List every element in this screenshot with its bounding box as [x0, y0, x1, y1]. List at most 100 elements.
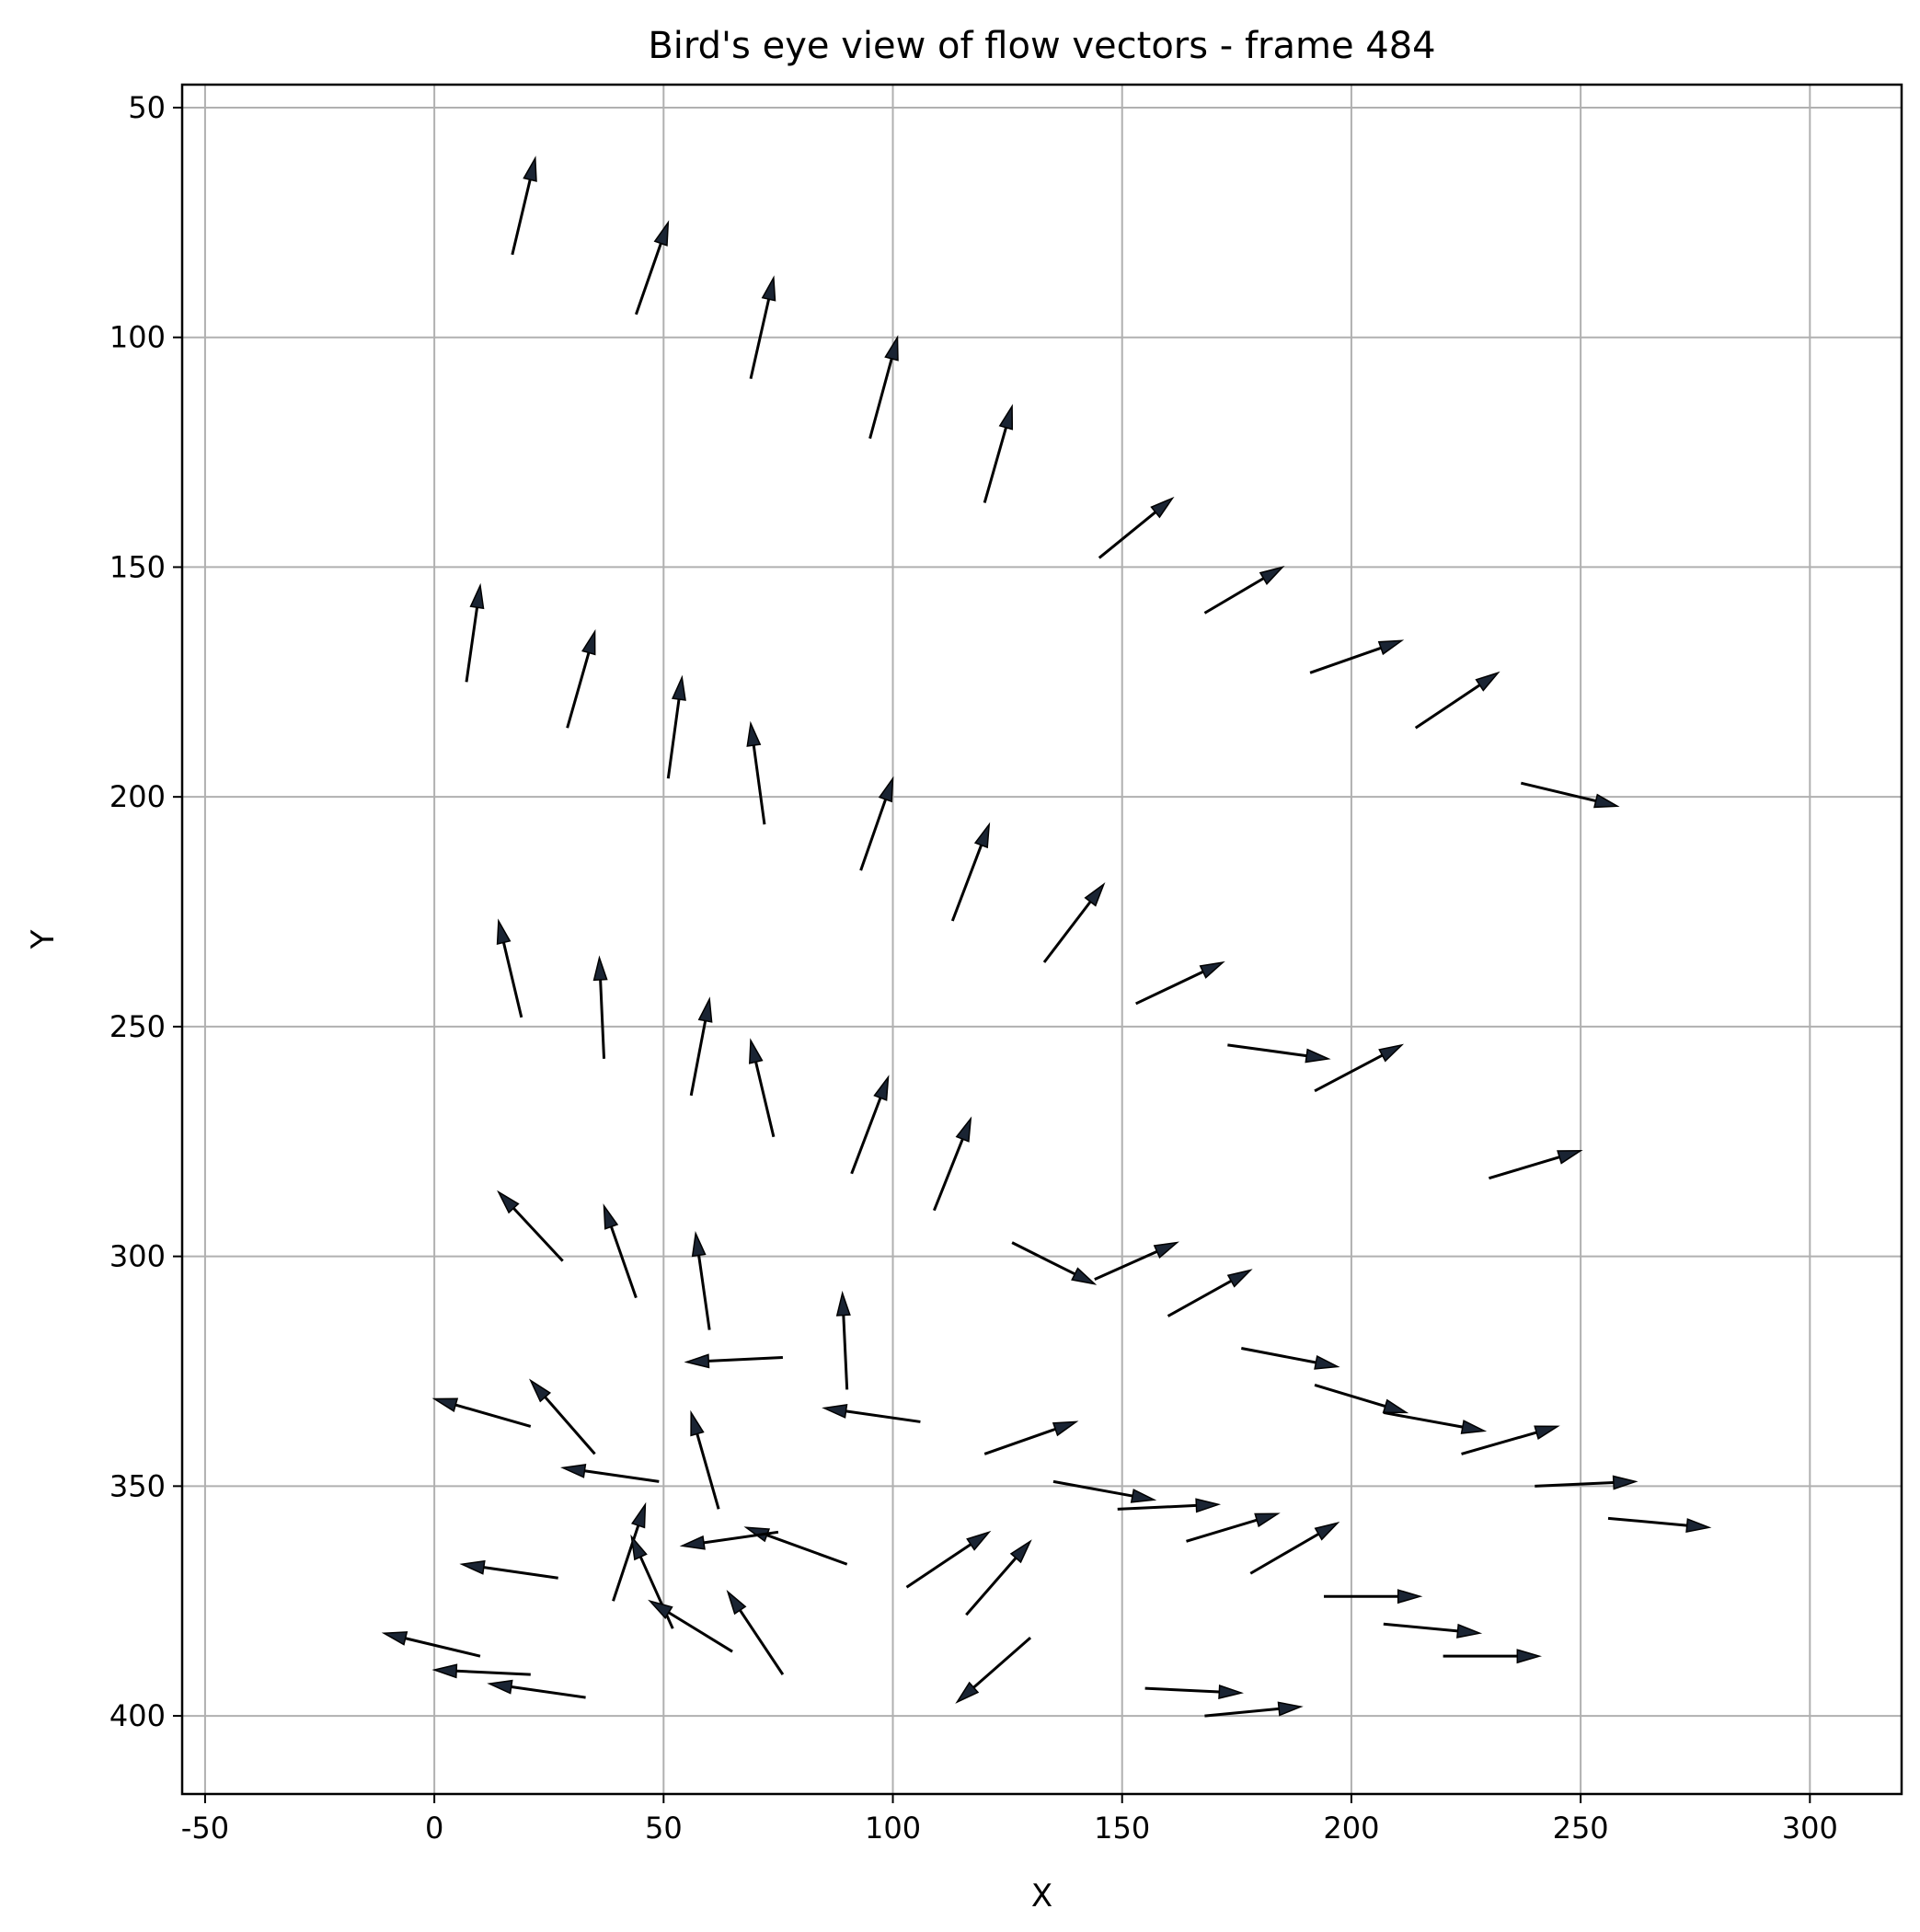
flow-vector-shaft [456, 1669, 531, 1676]
flow-vector-arrow [905, 1530, 992, 1589]
flow-vector-shaft [754, 1061, 776, 1138]
flow-vector-head [1084, 881, 1106, 907]
flow-vector-arrow [465, 582, 485, 683]
flow-vector-shaft [1607, 1516, 1687, 1527]
flow-vector-shaft [511, 178, 532, 256]
flow-vector-head [1456, 1623, 1483, 1639]
flow-vector-arrow [1383, 1410, 1488, 1434]
flow-vector-head [691, 1231, 707, 1258]
flow-vector-shaft [465, 606, 479, 683]
flow-vector-head [672, 674, 686, 701]
flow-vector-shaft [1535, 1480, 1615, 1488]
flow-vector-head [1397, 1589, 1423, 1604]
flow-vector-arrow [560, 1464, 660, 1483]
flow-vector-arrow [1052, 1479, 1157, 1503]
flow-vector-shaft [483, 1566, 558, 1580]
flow-vector-shaft [666, 698, 681, 779]
flow-vector-arrow [1489, 1150, 1583, 1180]
flow-vector-head [381, 1631, 408, 1646]
flow-vector-head [1153, 1241, 1179, 1259]
flow-vector-head [690, 1409, 705, 1437]
flow-vector-shaft [1249, 1533, 1319, 1575]
flow-vector-head [1071, 1267, 1098, 1285]
flow-vector-shaft [1052, 1479, 1133, 1498]
flow-vector-shaft [1227, 1043, 1307, 1058]
flow-vector-head [1612, 1475, 1638, 1490]
flow-vector-arrow [1204, 1701, 1304, 1718]
flow-vector-head [648, 1599, 673, 1619]
flow-vector-head [560, 1464, 587, 1478]
flow-vector-head [653, 220, 670, 247]
flow-vector-arrow [1383, 1622, 1483, 1639]
flow-vector-shaft [544, 1396, 596, 1455]
flow-vector-shaft [932, 1138, 964, 1212]
flow-vector-head [1199, 960, 1225, 979]
flow-vector-arrow [1098, 496, 1175, 559]
flow-vector-arrow [749, 1038, 776, 1138]
flow-vector-head [973, 822, 991, 849]
flow-vector-shaft [703, 1530, 779, 1545]
flow-vector-arrow [1167, 1269, 1253, 1317]
y-tick-label: 400 [109, 1698, 166, 1733]
flow-vector-shaft [739, 1609, 785, 1675]
flow-vector-arrow [983, 1420, 1079, 1455]
y-tick-label: 150 [109, 549, 166, 584]
flow-vector-head [746, 720, 762, 747]
flow-vector-shaft [1144, 1686, 1220, 1694]
flow-vector-head [1150, 496, 1175, 519]
flow-vector-shaft [1461, 1431, 1537, 1455]
flow-vector-head [749, 1038, 764, 1064]
flow-vector-arrow [612, 1501, 647, 1602]
flow-vector-head [1277, 1701, 1304, 1717]
flow-vector-shaft [859, 799, 888, 871]
flow-vector-shaft [868, 358, 893, 439]
flow-vector-arrow [689, 996, 713, 1097]
flow-vector-arrow [1203, 566, 1285, 615]
flow-vector-arrow [1144, 1684, 1244, 1699]
flow-vector-arrow [859, 776, 894, 871]
flow-vector-shaft [584, 1469, 660, 1483]
flow-vector-arrow [592, 955, 608, 1059]
flow-vector-shaft [972, 1637, 1032, 1689]
flow-vector-arrow [497, 1190, 564, 1262]
flow-vector-head [469, 582, 485, 610]
flow-vector-shaft [566, 652, 591, 729]
y-tick-label: 350 [109, 1468, 166, 1503]
flow-vector-shaft [1204, 1707, 1280, 1718]
flow-vector-shaft [512, 1207, 564, 1262]
flow-vector-shaft [1167, 1279, 1233, 1317]
flow-vector-shaft [845, 1409, 921, 1423]
flow-vector-arrow [690, 1409, 720, 1510]
flow-vector-arrow [1042, 881, 1106, 963]
x-tick-label: 300 [1782, 1811, 1838, 1846]
flow-vector-arrow [529, 1378, 596, 1455]
flow-vector-shaft [983, 427, 1007, 503]
flow-vector-shaft [1011, 1241, 1076, 1276]
flow-vector-arrow [496, 918, 523, 1018]
flow-vector-head [955, 1681, 980, 1704]
flow-vector-head [1130, 1489, 1157, 1503]
y-tick-label: 250 [109, 1009, 166, 1044]
flow-vector-shaft [1314, 1053, 1384, 1093]
flow-vector-shaft [1489, 1156, 1560, 1180]
flow-vector-head [822, 1404, 848, 1419]
flow-vector-shaft [1241, 1347, 1316, 1364]
flow-vector-arrow [431, 1663, 531, 1679]
flow-vector-head [1475, 671, 1500, 692]
flow-vector-head [487, 1679, 513, 1695]
flow-vector-arrow [684, 1353, 783, 1369]
flow-vector-arrow [1520, 781, 1620, 809]
flow-vector-arrow [1249, 1521, 1340, 1575]
flow-vector-arrow [603, 1203, 638, 1299]
flow-vector-head [529, 1378, 552, 1403]
flow-vector-head [726, 1589, 747, 1616]
flow-vector-shaft [501, 942, 523, 1018]
flow-vector-arrow [835, 1290, 851, 1390]
flow-vector-head [603, 1203, 619, 1230]
flow-vector-shaft [1383, 1622, 1458, 1633]
flow-vector-arrow [634, 220, 670, 316]
flow-vector-arrow [666, 674, 686, 779]
x-tick-label: 200 [1323, 1811, 1379, 1846]
flow-vector-head [1382, 1398, 1409, 1414]
